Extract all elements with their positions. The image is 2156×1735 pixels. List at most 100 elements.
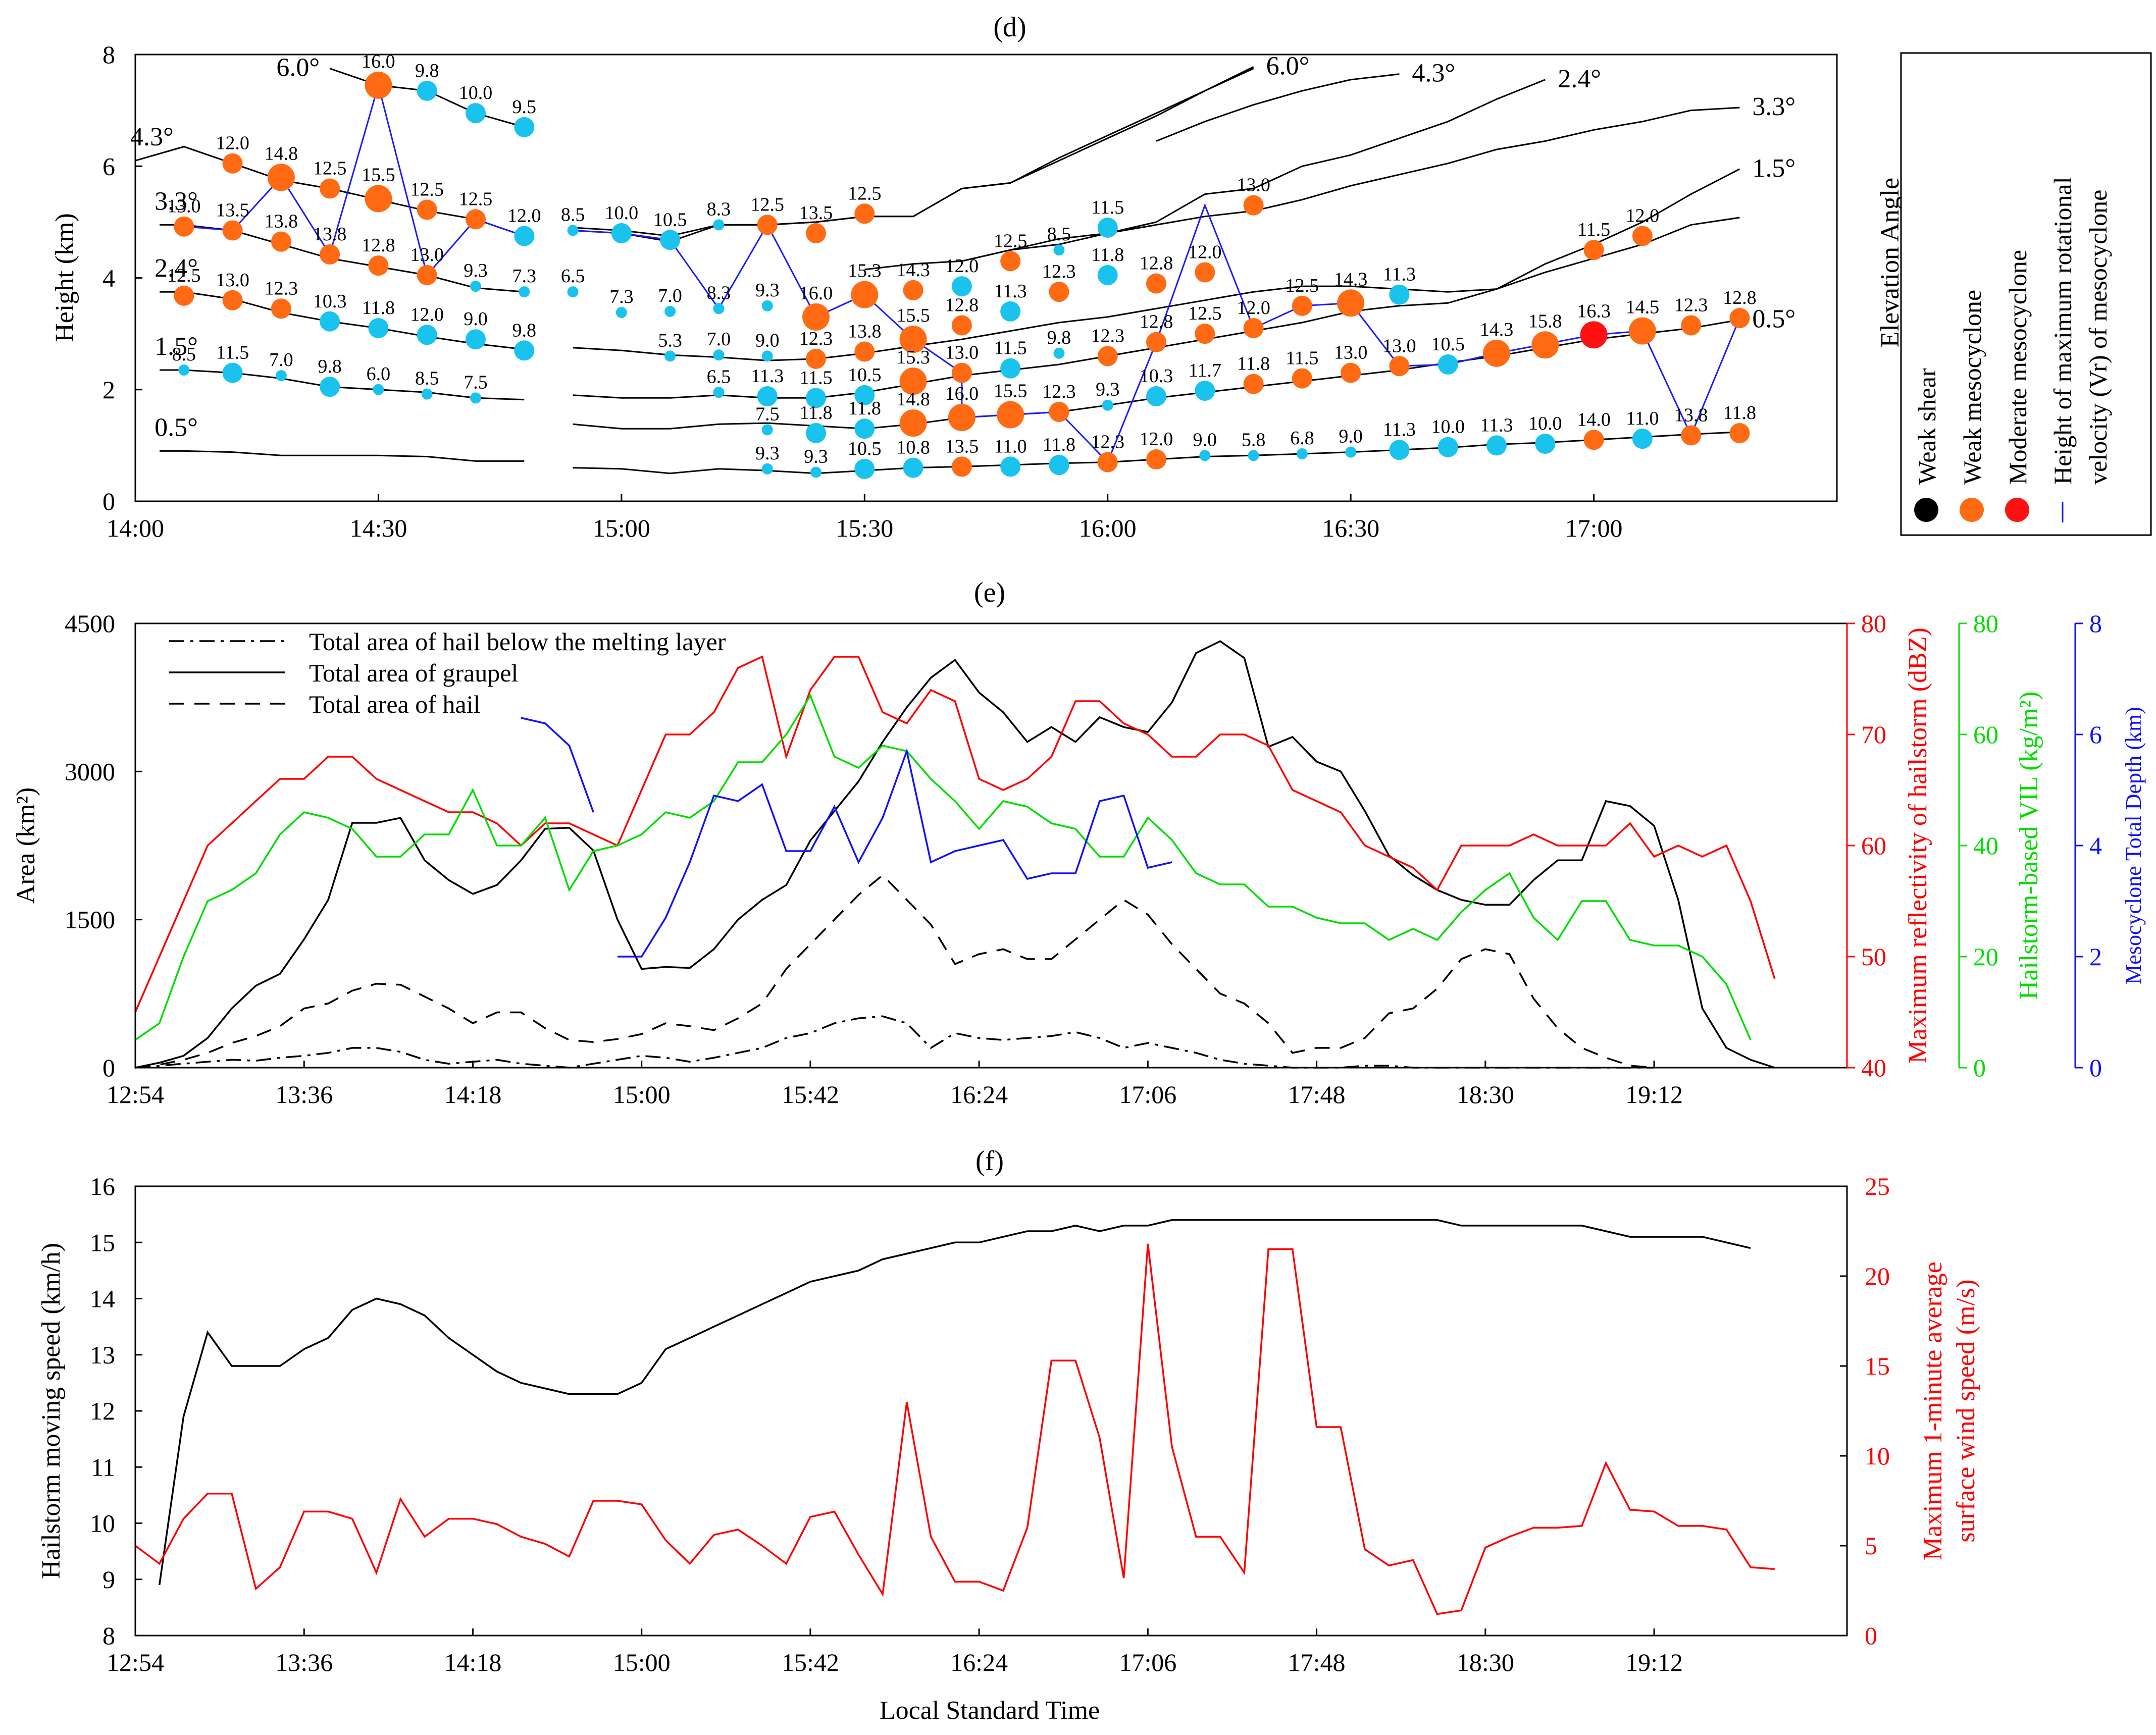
- panel-d-elevation-angle-label: Elevation Angle: [1876, 178, 1905, 347]
- elevation-line: [961, 79, 1546, 262]
- right-axis-label: Mesocyclone Total Depth (km): [2121, 707, 2146, 984]
- data-point: [365, 71, 392, 99]
- data-point: [899, 326, 927, 353]
- right-tick-label: 20: [1865, 1262, 1890, 1290]
- data-point: [470, 392, 481, 404]
- data-point: [761, 424, 773, 436]
- data-point-value: 10.5: [848, 438, 882, 459]
- x-tick-label: 17:06: [1119, 1648, 1176, 1676]
- data-point-value: 9.3: [464, 260, 488, 281]
- data-point: [1053, 347, 1065, 359]
- data-point-value: 13.5: [945, 436, 979, 457]
- elevation-angle-label: 1.5°: [1752, 154, 1795, 183]
- data-point: [222, 220, 243, 241]
- data-point: [806, 423, 826, 444]
- data-point: [1296, 448, 1308, 459]
- right-axis-tick-label: 80: [1973, 609, 1998, 638]
- data-point-value: 12.5: [1286, 275, 1319, 296]
- data-point-value: 8.3: [707, 198, 731, 220]
- data-point-value: 13.0: [1237, 175, 1270, 196]
- data-point-value: 12.8: [1723, 287, 1757, 308]
- data-point: [1097, 265, 1118, 285]
- data-point-value: 11.8: [1091, 244, 1124, 266]
- data-point: [854, 385, 875, 405]
- data-point: [713, 303, 725, 314]
- data-point: [1146, 332, 1166, 352]
- right-axis-label: Hailstorm-based VIL (kg/m²): [2015, 692, 2043, 1000]
- data-point-value: 16.3: [1577, 300, 1611, 322]
- data-point: [222, 290, 243, 310]
- data-point-value: 12.0: [1626, 205, 1660, 227]
- data-point: [1000, 301, 1021, 322]
- data-point-value: 11.5: [1286, 348, 1318, 369]
- data-point-value: 14.3: [1480, 319, 1514, 340]
- data-point: [1243, 318, 1264, 339]
- data-point-value: 15.5: [896, 305, 930, 326]
- x-tick-label: 17:48: [1288, 1648, 1346, 1676]
- data-point: [178, 364, 190, 376]
- data-point: [713, 387, 725, 398]
- x-tick-label: 15:00: [613, 1080, 671, 1109]
- series-line: [617, 748, 1172, 958]
- data-point: [1248, 450, 1259, 461]
- data-point-value: 11.8: [1043, 434, 1075, 455]
- data-point: [368, 318, 389, 339]
- elevation-line: [573, 66, 1254, 243]
- panel-f-x-ticks: 12:54 13:36 14:18 15:00 15:42 16:24 17:06 17:48…: [107, 1628, 1683, 1676]
- data-point: [320, 311, 340, 332]
- elevation-angle-label: 1.5°: [155, 332, 198, 361]
- elevation-angle-label: 2.4°: [155, 254, 198, 283]
- data-point-value: 13.0: [410, 244, 444, 266]
- data-point-value: 10.5: [1431, 334, 1465, 355]
- y-tick-label: 6: [102, 152, 115, 180]
- data-point: [713, 219, 725, 231]
- data-point-value: 6.8: [1290, 428, 1314, 449]
- data-point: [615, 307, 627, 319]
- data-point: [951, 362, 972, 383]
- data-point-value: 5.8: [1242, 429, 1266, 450]
- panel-e-y-label: Area (km²): [12, 787, 40, 904]
- data-point-value: 10.0: [1528, 413, 1562, 434]
- elevation-angle-label: 6.0°: [276, 54, 320, 82]
- data-point: [466, 103, 486, 124]
- data-point-value: 12.0: [507, 205, 541, 227]
- data-point: [1053, 244, 1065, 256]
- data-point-value: 7.3: [609, 286, 634, 307]
- vr-height-line: [184, 82, 525, 277]
- elevation-line: [1156, 73, 1400, 142]
- series-line: [521, 717, 594, 813]
- data-point-value: 13.5: [216, 199, 249, 221]
- data-point-value: 6.5: [561, 266, 585, 287]
- x-tick-label: 16:30: [1322, 514, 1379, 542]
- data-point: [1195, 380, 1215, 401]
- data-point-value: 12.5: [1188, 303, 1222, 324]
- data-point-value: 16.0: [799, 283, 833, 304]
- panel-e-legend: Total area of hail below the melting lay…: [169, 627, 726, 718]
- data-point: [1681, 315, 1702, 336]
- y-tick-label: 8: [102, 1621, 115, 1650]
- data-point-value: 6.5: [707, 366, 731, 387]
- y-tick-label: 14: [90, 1285, 115, 1313]
- y-tick-label: 2: [102, 376, 115, 404]
- data-point: [851, 281, 879, 308]
- data-point: [1341, 362, 1361, 383]
- legend-text: velocity (Vr) of mesocyclone: [2084, 190, 2112, 485]
- data-point: [951, 276, 972, 297]
- data-point: [1628, 317, 1656, 345]
- data-point-value: 11.8: [799, 402, 832, 424]
- x-tick-label: 15:00: [593, 514, 650, 542]
- panel-d-title: (d): [993, 12, 1026, 43]
- data-point: [1389, 440, 1410, 460]
- data-point-value: 15.3: [896, 347, 930, 368]
- legend-entry: Total area of hail below the melting lay…: [309, 627, 726, 656]
- data-point-value: 10.0: [1431, 416, 1465, 438]
- data-point: [514, 340, 535, 361]
- panel-e-y-ticks: 0 1500 3000 4500: [65, 609, 142, 1082]
- vr-height-line: [573, 203, 1740, 464]
- data-point-value: 11.5: [994, 338, 1027, 359]
- weak-meso-legend-icon: [1960, 498, 1984, 522]
- right-axis-tick-label: 0: [2089, 1054, 2102, 1082]
- data-point: [1102, 399, 1113, 411]
- data-point-value: 14.3: [1334, 269, 1368, 290]
